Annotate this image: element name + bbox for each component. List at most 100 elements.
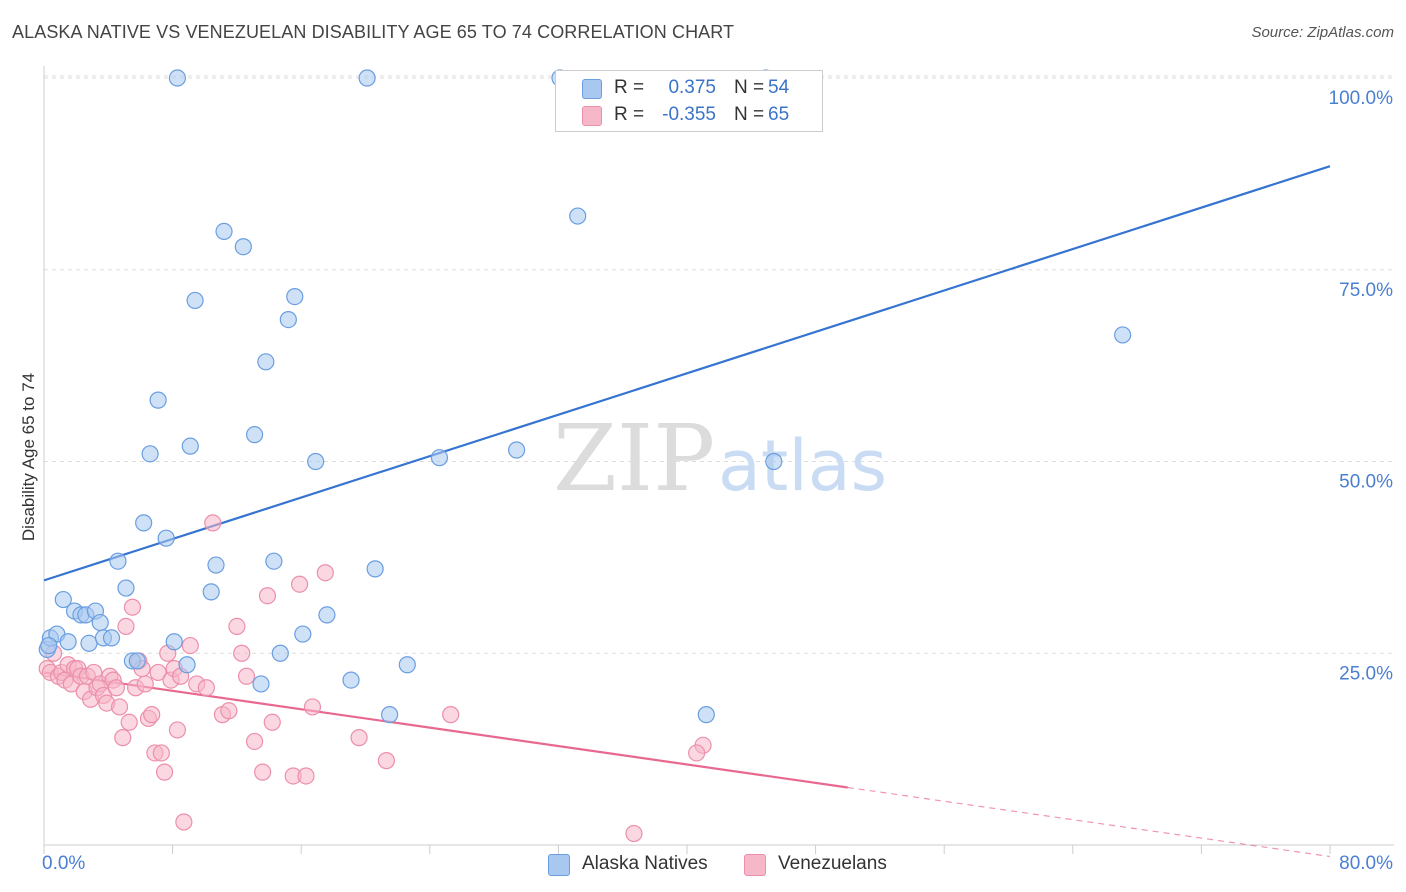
point-alaska-natives <box>765 452 783 471</box>
point-venezuelans <box>290 575 309 593</box>
point-alaska-natives <box>91 613 109 632</box>
tick-labels: 25.0% 50.0% 75.0% 100.0% 0.0% 80.0% <box>42 88 1393 874</box>
legend-n-label: N = <box>734 77 765 98</box>
trend-line-alaska-natives <box>43 165 1331 582</box>
y-tick-label: 100.0% <box>1329 88 1394 109</box>
point-venezuelans <box>120 713 138 731</box>
point-alaska-natives <box>117 579 135 597</box>
point-alaska-natives <box>54 590 72 609</box>
point-alaska-natives <box>279 311 297 329</box>
bottom-legend-label-alaska-natives: Alaska Natives <box>582 853 708 874</box>
legend-n-value: 65 <box>768 104 790 125</box>
y-axis-label: Disability Age 65 to 74 <box>19 373 38 541</box>
axes <box>43 66 1394 854</box>
point-venezuelans <box>149 663 167 682</box>
point-alaska-natives <box>398 656 416 674</box>
point-alaska-natives <box>181 437 199 455</box>
point-alaska-natives <box>207 556 225 574</box>
point-venezuelans <box>123 598 142 616</box>
point-venezuelans <box>350 729 368 747</box>
point-alaska-natives <box>307 452 325 471</box>
point-venezuelans <box>175 813 193 831</box>
point-alaska-natives <box>102 629 121 647</box>
data-points <box>38 69 1132 843</box>
point-venezuelans <box>377 752 395 770</box>
point-alaska-natives <box>157 529 175 547</box>
bottom-legend-label-venezuelans: Venezuelans <box>778 853 887 874</box>
point-venezuelans <box>181 636 199 655</box>
point-alaska-natives <box>358 69 376 87</box>
point-venezuelans <box>155 763 174 781</box>
legend-swatch-venezuelans <box>582 106 602 126</box>
point-alaska-natives <box>245 426 264 444</box>
point-venezuelans <box>143 706 161 724</box>
watermark-zip: ZIP <box>553 405 715 512</box>
point-alaska-natives <box>252 675 270 693</box>
point-venezuelans <box>197 679 215 697</box>
trend-lines <box>43 165 1331 858</box>
legend-n-label: N = <box>734 104 765 125</box>
stats-legend: R = 0.375 N = 54 R = -0.355 N = 65 <box>555 70 823 132</box>
point-alaska-natives <box>318 606 336 624</box>
legend-row-venezuelans: R = -0.355 N = 65 <box>556 102 822 128</box>
bottom-legend-swatch-venezuelans <box>744 854 766 876</box>
point-venezuelans <box>107 679 125 697</box>
source-label: Source: ZipAtlas.com <box>1251 24 1394 41</box>
point-venezuelans <box>152 744 170 762</box>
point-venezuelans <box>245 732 264 751</box>
point-alaska-natives <box>271 644 289 662</box>
point-alaska-natives <box>215 222 233 240</box>
point-alaska-natives <box>141 445 159 463</box>
legend-swatch-alaska-natives <box>582 79 602 99</box>
legend-r-label: R = <box>614 104 645 125</box>
point-alaska-natives <box>286 287 304 306</box>
point-venezuelans <box>237 667 256 685</box>
y-tick-label: 75.0% <box>1339 280 1393 301</box>
grid-lines <box>44 75 1394 654</box>
trend-line-venezuelans <box>43 671 848 789</box>
point-alaska-natives <box>430 449 449 467</box>
point-alaska-natives <box>569 207 587 225</box>
point-alaska-natives <box>381 706 399 724</box>
legend-r-value: 0.375 <box>668 77 716 98</box>
x-tick-label: 80.0% <box>1339 853 1393 874</box>
point-alaska-natives <box>80 634 98 652</box>
point-venezuelans <box>228 617 246 636</box>
point-venezuelans <box>254 763 272 781</box>
legend-n-value: 54 <box>768 77 790 98</box>
chart-title: ALASKA NATIVE VS VENEZUELAN DISABILITY A… <box>12 22 735 42</box>
point-alaska-natives <box>168 69 187 87</box>
point-venezuelans <box>263 713 281 731</box>
y-tick-label: 50.0% <box>1339 472 1393 493</box>
point-venezuelans <box>316 564 334 582</box>
trend-line-extension-venezuelans <box>847 786 1331 858</box>
point-venezuelans <box>110 698 129 716</box>
point-alaska-natives <box>202 583 220 601</box>
legend-r-value: -0.355 <box>662 104 716 125</box>
point-alaska-natives <box>135 514 153 532</box>
point-venezuelans <box>625 824 643 843</box>
point-venezuelans <box>117 617 135 636</box>
bottom-legend-swatch-alaska-natives <box>548 854 570 876</box>
point-alaska-natives <box>257 353 275 371</box>
point-venezuelans <box>136 675 154 693</box>
point-alaska-natives <box>294 625 312 643</box>
point-alaska-natives <box>40 636 58 655</box>
point-alaska-natives <box>697 706 715 724</box>
point-alaska-natives <box>234 238 252 256</box>
point-alaska-natives <box>165 633 183 651</box>
y-tick-label: 25.0% <box>1339 663 1393 684</box>
point-alaska-natives <box>186 291 204 310</box>
point-alaska-natives <box>178 656 196 674</box>
legend-r-label: R = <box>614 77 645 98</box>
point-venezuelans <box>303 698 322 716</box>
point-alaska-natives <box>59 633 77 651</box>
point-alaska-natives <box>366 560 384 578</box>
point-venezuelans <box>220 702 238 720</box>
point-alaska-natives <box>109 552 127 570</box>
point-venezuelans <box>168 721 187 739</box>
point-venezuelans <box>688 744 706 762</box>
point-alaska-natives <box>128 652 146 670</box>
x-tick-label: 0.0% <box>42 853 85 874</box>
legend-row-alaska-natives: R = 0.375 N = 54 <box>556 75 822 101</box>
